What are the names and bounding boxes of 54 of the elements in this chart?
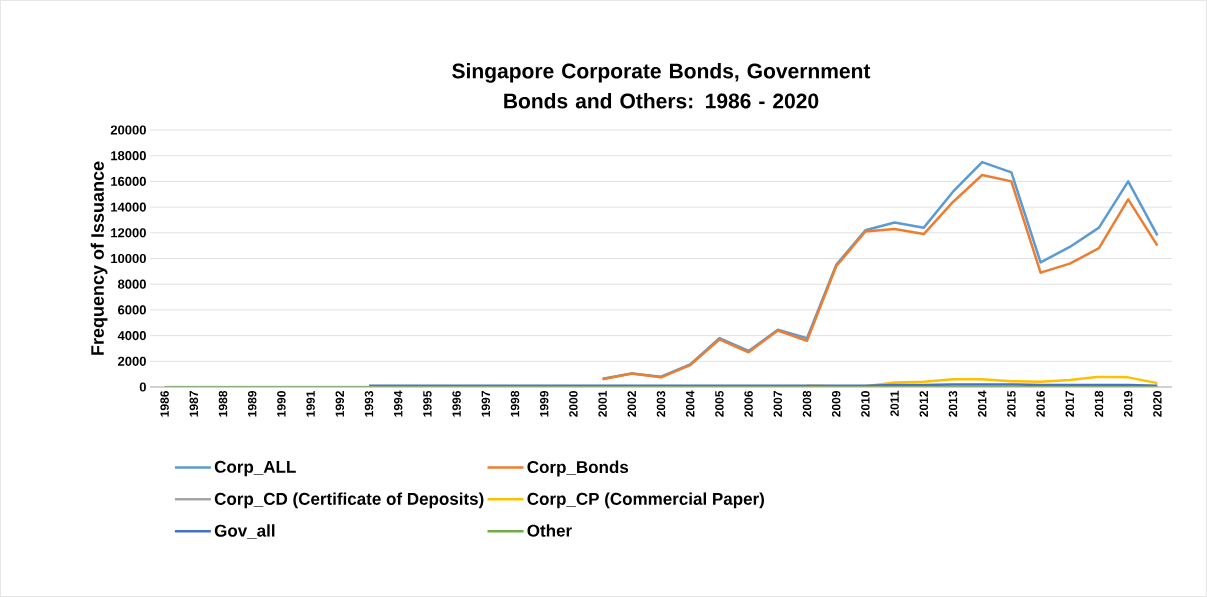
x-tick-label: 1989 (247, 390, 257, 417)
legend-label: Corp_CD (Certificate of Deposits) (214, 492, 484, 509)
x-tick-label: 2018 (1094, 390, 1104, 417)
x-tick-label: 2009 (831, 390, 841, 417)
x-tick-label: 1986 (160, 390, 169, 417)
x-tick-label: 2020 (1153, 391, 1162, 417)
x-tick-label: 1999 (539, 390, 549, 417)
x-tick-label: 1997 (481, 391, 491, 417)
x-tick-label: 2001 (598, 390, 607, 417)
x-tick-label: 2007 (773, 391, 783, 417)
legend-label: Gov_all (214, 524, 275, 539)
x-tick-label: 1987 (189, 391, 199, 417)
x-tick-label: 2005 (715, 390, 724, 417)
x-tick-label: 2014 (977, 390, 987, 417)
x-tick-label: 2004 (685, 390, 695, 417)
x-tick-label: 2015 (1007, 390, 1016, 417)
y-tick-label: 14000 (111, 202, 146, 212)
y-tick-label: 2000 (118, 356, 146, 366)
x-tick-label: 1993 (364, 390, 374, 417)
x-tick-label: 1988 (218, 390, 228, 417)
x-tick-label: 2000 (569, 391, 578, 417)
x-tick-label: 1992 (335, 391, 345, 417)
y-tick-label: 0 (139, 382, 146, 392)
x-tick-label: 2017 (1065, 391, 1075, 417)
y-tick-label: 10000 (111, 253, 146, 264)
legend-label: Corp_ALL (214, 460, 296, 477)
x-tick-label: 2002 (627, 391, 637, 417)
y-tick-label: 18000 (111, 151, 146, 161)
legend-label: Corp_Bonds (527, 460, 629, 477)
x-tick-label: 1998 (510, 390, 520, 417)
y-tick-label: 12000 (111, 228, 146, 238)
x-tick-label: 2011 (890, 390, 899, 417)
x-tick-label: 1995 (423, 390, 432, 417)
y-tick-label: 16000 (111, 176, 146, 186)
x-tick-label: 1991 (306, 390, 315, 417)
y-axis-title: Frequency of Issuance (90, 161, 108, 355)
legend-label: Corp_CP (Commercial Paper) (527, 492, 764, 509)
y-tick-label: 20000 (110, 125, 146, 135)
x-tick-label: 1994 (393, 390, 403, 417)
x-tick-label: 1990 (277, 391, 286, 417)
x-tick-label: 2008 (802, 390, 812, 417)
y-tick-label: 6000 (118, 305, 146, 315)
chart-title: Singapore Corporate Bonds, Government Bonds and Others: 1986 - 2020 (452, 63, 871, 109)
y-tick-label: 4000 (117, 330, 146, 341)
x-tick-label: 2006 (744, 390, 753, 417)
legend-label: Other (527, 524, 572, 537)
x-tick-label: 2003 (656, 390, 666, 417)
x-tick-label: 1996 (452, 390, 461, 417)
x-tick-label: 2016 (1036, 390, 1045, 417)
x-tick-label: 2019 (1123, 390, 1133, 417)
x-tick-label: 2010 (861, 391, 870, 417)
x-tick-label: 2012 (919, 391, 929, 417)
x-tick-label: 2013 (948, 390, 958, 417)
y-tick-label: 8000 (117, 279, 146, 289)
